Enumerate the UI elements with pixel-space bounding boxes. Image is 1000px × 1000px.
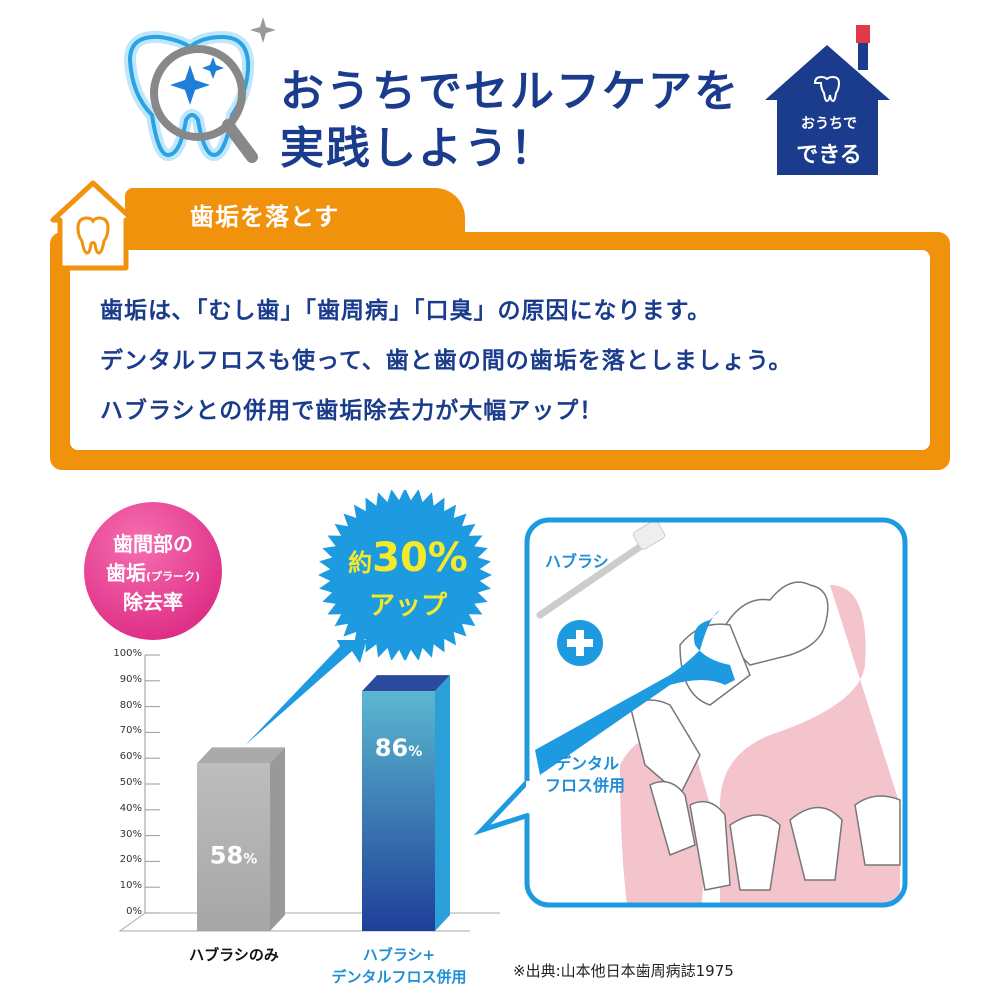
bar-data-label: 58%: [210, 841, 257, 869]
y-tick-label: 20%: [119, 854, 142, 866]
burst-about: 約: [348, 549, 373, 577]
y-tick-label: 80%: [119, 699, 142, 711]
house-badge-line1: おうちで: [801, 116, 857, 132]
floss-illustration: [473, 517, 908, 908]
house-badge: おうちで できる: [760, 25, 895, 185]
y-tick-label: 30%: [119, 828, 142, 840]
x-category-label: ハブラシのみ: [189, 946, 279, 964]
bar: [197, 763, 270, 931]
y-tick-label: 60%: [119, 751, 142, 763]
y-tick-label: 100%: [113, 648, 142, 659]
bar-side: [270, 747, 285, 931]
y-tick-label: 10%: [119, 880, 142, 892]
badge-line2: 歯垢: [105, 561, 146, 585]
y-tick-label: 40%: [119, 802, 142, 814]
y-tick-label: 50%: [119, 777, 142, 788]
section-tab: [125, 188, 465, 236]
house-tooth-icon: [50, 180, 136, 271]
bar-top: [197, 747, 285, 764]
message-line-3: ハブラシとの併用で歯垢除去力が大幅アップ！: [100, 398, 604, 424]
burst-up: アップ: [368, 591, 447, 621]
y-tick-label: 70%: [119, 725, 142, 737]
y-tick-label: 0%: [126, 906, 142, 917]
house-badge-line2: できる: [796, 143, 862, 168]
burst-percent: 30%: [372, 535, 468, 581]
floss-label-line2: フロス併用: [545, 776, 626, 795]
removal-rate-badge: 歯間部の 歯垢(プラーク) 除去率: [84, 502, 222, 640]
bar: [362, 691, 435, 931]
x-category-label: ハブラシ+: [362, 946, 436, 964]
badge-line3: 除去率: [123, 590, 183, 614]
bar-chart: 58% 86%: [118, 640, 500, 932]
section-content: [70, 250, 930, 450]
x-category-label: デンタルフロス併用: [331, 968, 467, 986]
floss-label-line1: デンタル: [555, 754, 620, 773]
source-citation: ※出典:山本他日本歯周病誌1975: [513, 962, 734, 980]
message-line-2: デンタルフロスも使って、歯と歯の間の歯垢を落としましょう。: [100, 348, 793, 374]
tooth-magnifier-icon: [123, 17, 276, 163]
bar-data-label: 86%: [375, 734, 422, 762]
section-tab-label: 歯垢を落とす: [190, 203, 340, 231]
starburst-badge: [318, 490, 492, 660]
badge-line1: 歯間部の: [113, 532, 193, 556]
message-line-1: 歯垢は､「むし歯」「歯周病」「口臭」の原因になります。: [100, 298, 712, 324]
increase-arrow: [245, 640, 367, 746]
page-title-line1: おうちでセルフケアを: [280, 66, 740, 117]
page-title-line2: 実践しよう！: [280, 123, 556, 174]
toothbrush-label: ハブラシ: [545, 552, 609, 571]
house-icon: [765, 25, 890, 175]
bar-side: [435, 675, 450, 931]
y-tick-label: 90%: [119, 673, 142, 685]
badge-line2-sub: (プラーク): [145, 570, 201, 583]
bar-top: [362, 675, 450, 692]
